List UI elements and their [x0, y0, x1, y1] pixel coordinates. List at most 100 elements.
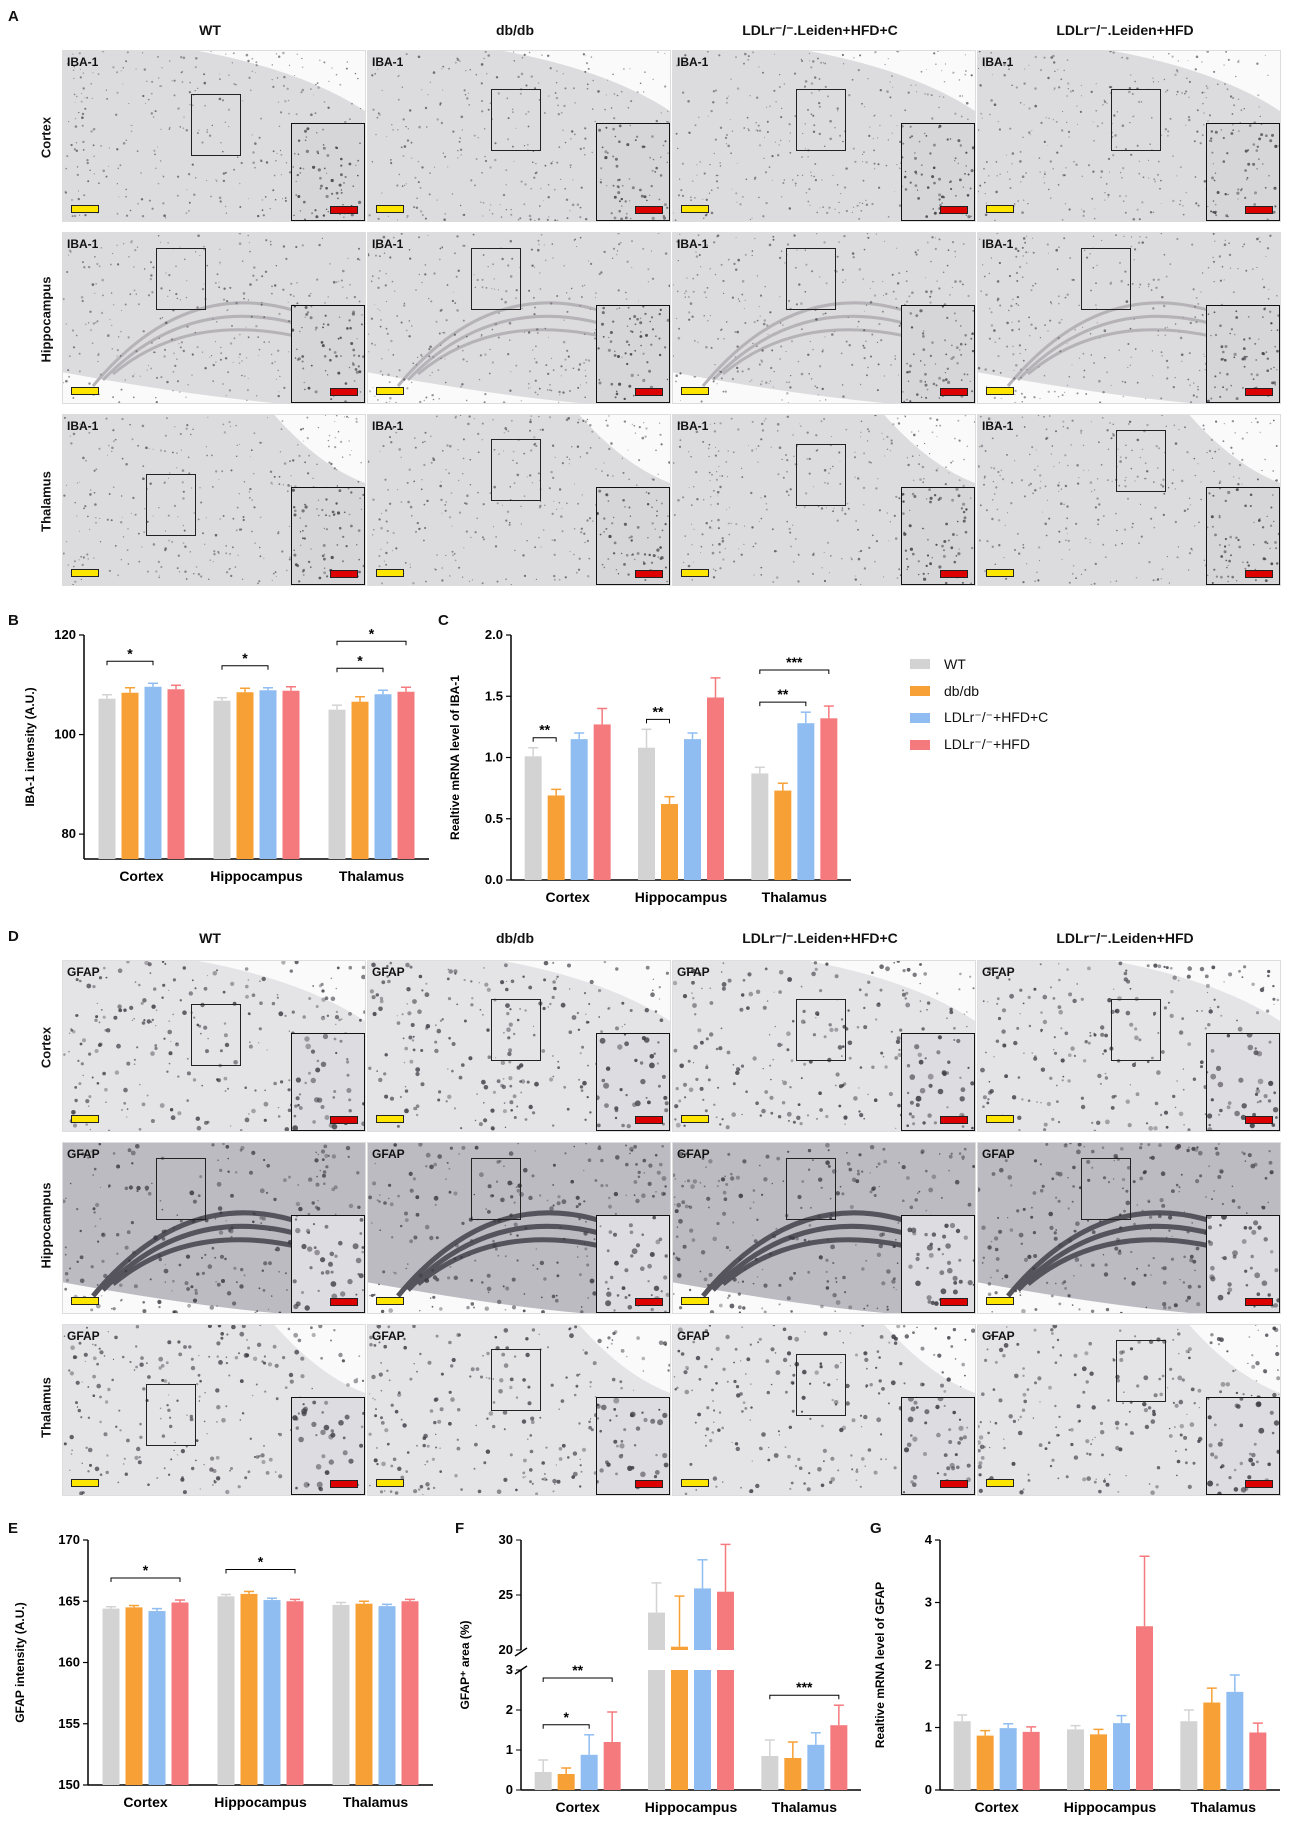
- roi-box: [191, 1004, 241, 1066]
- category-label: Cortex: [974, 1799, 1019, 1815]
- row-label-cortex: Cortex: [38, 116, 54, 159]
- row-label-hippocampus: Hippocampus: [38, 276, 54, 363]
- bar: [557, 1774, 575, 1790]
- bar: [217, 1596, 235, 1785]
- stain-label: GFAP: [677, 965, 710, 979]
- scale-bar-red: [330, 570, 358, 578]
- bar-upper: [694, 1588, 711, 1650]
- significance-bracket: [336, 640, 407, 646]
- scale-bar-red: [940, 206, 968, 214]
- legend-item: WT: [910, 650, 1190, 677]
- significance-label: *: [357, 652, 363, 668]
- scale-bar-red: [635, 1116, 663, 1124]
- stain-label: IBA-1: [982, 419, 1014, 433]
- significance-bracket: [759, 701, 807, 707]
- panel-letter-e: E: [8, 1520, 19, 1537]
- legend-item: db/db: [910, 677, 1190, 704]
- y-tick-label: 3: [925, 1595, 932, 1610]
- significance-bracket: [769, 1694, 840, 1700]
- iba1-micrograph-r0-c1: IBA-1: [367, 50, 671, 222]
- y-tick-label: 80: [62, 826, 76, 841]
- iba1-micrograph-r1-c0: IBA-1: [62, 232, 366, 404]
- significance-label: *: [258, 1553, 264, 1569]
- y-axis-label: Realtive mRNA level of IBA-1: [448, 675, 462, 840]
- y-tick-label: 0.5: [485, 811, 503, 826]
- bar: [378, 1606, 396, 1785]
- scale-bar-red: [635, 206, 663, 214]
- roi-box: [1116, 430, 1166, 492]
- category-label: Hippocampus: [635, 889, 728, 905]
- bar: [286, 1601, 304, 1785]
- significance-label: *: [369, 625, 375, 641]
- zoom-inset: [596, 305, 670, 403]
- scale-bar-red: [635, 1298, 663, 1306]
- row-label-thalamus: Thalamus: [38, 471, 54, 532]
- iba1-micrograph-r1-c3: IBA-1: [977, 232, 1281, 404]
- scale-bar-red: [635, 388, 663, 396]
- legend-label: db/db: [944, 682, 980, 699]
- y-tick-label: 1: [506, 1742, 513, 1757]
- bar-upper: [717, 1591, 734, 1650]
- stain-label: GFAP: [67, 965, 100, 979]
- scale-bar-red: [330, 1116, 358, 1124]
- zoom-inset: [291, 487, 365, 585]
- legend-swatch: [910, 712, 930, 723]
- roi-box: [1081, 1158, 1131, 1220]
- legend-swatch: [910, 685, 930, 696]
- scale-bar-yellow: [71, 1115, 99, 1123]
- roi-box: [786, 1158, 836, 1220]
- stain-label: IBA-1: [982, 237, 1014, 251]
- bar: [1113, 1723, 1130, 1790]
- bar: [807, 1744, 825, 1790]
- scale-bar-red: [940, 388, 968, 396]
- roi-box: [146, 1384, 196, 1446]
- category-label: Hippocampus: [645, 1799, 738, 1815]
- significance-bracket: [542, 1724, 590, 1729]
- y-tick-label: 165: [58, 1593, 80, 1608]
- significance-label: **: [572, 1662, 583, 1678]
- scale-bar-red: [1245, 388, 1273, 396]
- y-tick-label: 20: [499, 1642, 513, 1657]
- y-tick-label: 0: [506, 1782, 513, 1797]
- scale-bar-red: [635, 1480, 663, 1488]
- column-header-wt: WT: [199, 22, 221, 38]
- panel-letter-f: F: [455, 1520, 465, 1537]
- gfap-micrograph-r0-c0: GFAP: [62, 960, 366, 1132]
- bar: [102, 1608, 120, 1785]
- y-tick-label: 1.5: [485, 688, 503, 703]
- chart-b-iba1-intensity: 80 100 120 IBA-1 intensity (A.U.) Cortex * Hip…: [23, 625, 429, 884]
- iba1-micrograph-r1-c1: IBA-1: [367, 232, 671, 404]
- bar: [148, 1611, 166, 1785]
- significance-label: **: [539, 722, 550, 738]
- bar: [167, 689, 185, 859]
- scale-bar-yellow: [681, 569, 709, 577]
- stain-label: IBA-1: [982, 55, 1014, 69]
- scale-bar-yellow: [376, 569, 404, 577]
- zoom-inset: [596, 1215, 670, 1313]
- roi-box: [786, 248, 836, 310]
- roi-box: [146, 474, 196, 536]
- legend-item: LDLr⁻/⁻+HFD: [910, 731, 1190, 758]
- y-tick-label: 170: [58, 1532, 80, 1547]
- y-tick-label: 3: [506, 1662, 513, 1677]
- scale-bar-red: [330, 206, 358, 214]
- significance-bracket: [225, 1568, 296, 1574]
- iba1-micrograph-r2-c1: IBA-1: [367, 414, 671, 586]
- scale-bar-yellow: [71, 205, 99, 213]
- bar: [213, 700, 231, 859]
- stain-label: GFAP: [372, 965, 405, 979]
- bar: [282, 690, 300, 859]
- category-label: Cortex: [545, 889, 590, 905]
- scale-bar-red: [330, 1298, 358, 1306]
- category-label: Thalamus: [339, 868, 405, 884]
- zoom-inset: [1206, 305, 1280, 403]
- bar: [570, 739, 588, 880]
- bar: [953, 1721, 971, 1790]
- gfap-micrograph-r2-c0: GFAP: [62, 1324, 366, 1496]
- y-tick-label: 4: [925, 1532, 933, 1547]
- y-axis-label: IBA-1 intensity (A.U.): [23, 687, 37, 806]
- gfap-micrograph-r1-c3: GFAP: [977, 1142, 1281, 1314]
- scale-bar-yellow: [681, 205, 709, 213]
- scale-bar-red: [1245, 1298, 1273, 1306]
- y-tick-label: 2: [506, 1702, 513, 1717]
